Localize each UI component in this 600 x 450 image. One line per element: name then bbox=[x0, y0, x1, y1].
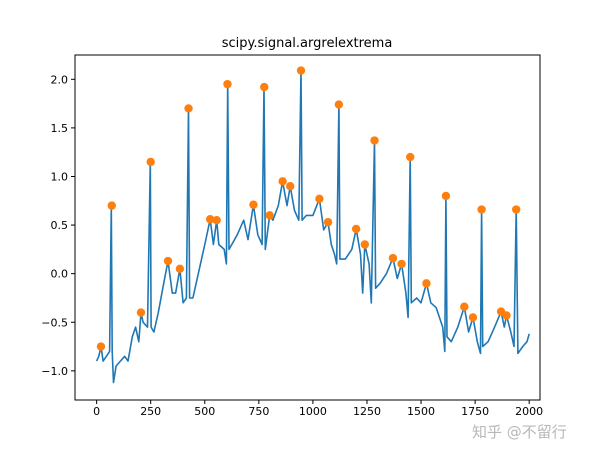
y-tick-label: −0.5 bbox=[41, 316, 68, 329]
x-tick-label: 1750 bbox=[461, 405, 489, 418]
chart-title: scipy.signal.argrelextrema bbox=[222, 36, 393, 51]
y-tick-label: 1.0 bbox=[51, 170, 69, 183]
maxima-point bbox=[315, 194, 324, 204]
maxima-point bbox=[146, 157, 155, 167]
maxima-point bbox=[460, 302, 469, 311]
maxima-point bbox=[163, 256, 173, 266]
maxima-point bbox=[334, 100, 344, 109]
x-tick-label: 1000 bbox=[299, 405, 327, 418]
y-tick-label: 1.5 bbox=[51, 122, 69, 135]
maxima-point bbox=[285, 181, 295, 191]
x-tick-label: 1500 bbox=[407, 405, 435, 418]
maxima-point bbox=[388, 253, 398, 263]
maxima-point bbox=[477, 205, 486, 214]
x-tick-label: 0 bbox=[93, 405, 100, 418]
maxima-point bbox=[265, 211, 274, 220]
maxima-point bbox=[205, 215, 215, 224]
maxima-point bbox=[441, 191, 451, 201]
maxima-point bbox=[370, 136, 379, 145]
x-tick-label: 750 bbox=[248, 405, 269, 418]
maxima-point bbox=[107, 201, 116, 210]
maxima-point bbox=[323, 217, 333, 227]
y-tick-label: −1.0 bbox=[41, 365, 68, 378]
signal-line bbox=[95, 69, 530, 384]
maxima-point bbox=[223, 79, 232, 89]
maxima-point bbox=[175, 264, 185, 274]
maxima-point bbox=[360, 240, 370, 249]
y-tick-label: 0.5 bbox=[51, 219, 69, 232]
maxima-point bbox=[184, 104, 193, 113]
maxima-point bbox=[502, 311, 511, 320]
maxima-point bbox=[96, 342, 106, 351]
maxima-point bbox=[260, 82, 269, 92]
maxima-point bbox=[249, 200, 258, 209]
maxima-point bbox=[296, 66, 306, 75]
x-tick-label: 2000 bbox=[515, 405, 543, 418]
x-tick-label: 1250 bbox=[353, 405, 381, 418]
maxima-point bbox=[278, 177, 287, 186]
watermark: 知乎 @不留行 bbox=[472, 423, 567, 441]
maxima-point bbox=[468, 313, 478, 322]
maxima-point bbox=[406, 152, 415, 162]
x-tick-label: 250 bbox=[140, 405, 161, 418]
maxima-point bbox=[136, 308, 146, 317]
axes-frame bbox=[74, 54, 541, 401]
maxima-point bbox=[212, 216, 221, 225]
maxima-point bbox=[512, 205, 521, 214]
maxima-point bbox=[397, 259, 406, 269]
maxima-point bbox=[351, 224, 361, 234]
y-tick-label: 0.0 bbox=[51, 268, 69, 281]
x-tick-label: 500 bbox=[194, 405, 215, 418]
maxima-point bbox=[422, 279, 431, 288]
y-tick-label: 2.0 bbox=[51, 73, 69, 86]
